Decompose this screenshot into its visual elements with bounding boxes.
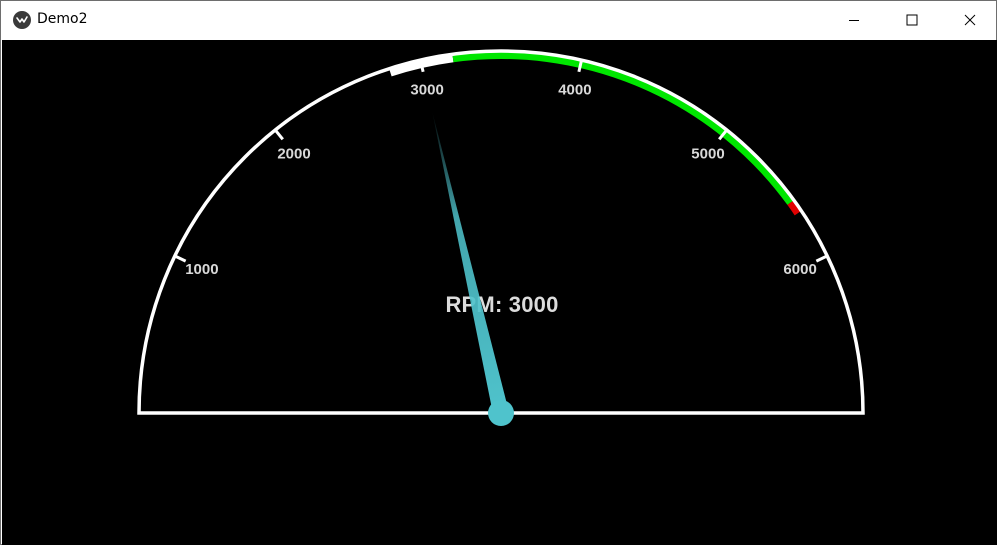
tick-label-2000: 2000 [277,145,310,162]
gauge-range-1 [452,51,794,205]
tick-mark-3000 [419,60,425,73]
tick-label-6000: 6000 [783,261,816,278]
minimize-icon [849,20,859,21]
kivy-icon [13,11,31,29]
tick-label-3000: 3000 [410,81,443,98]
rpm-gauge: 1000 2000 3000 4000 5000 6000 [137,49,865,415]
tick-mark-4000 [577,60,583,73]
tick-label-5000: 5000 [691,145,724,162]
maximize-button[interactable] [883,1,941,39]
minimize-button[interactable] [825,1,883,39]
tick-mark-1000 [175,255,187,263]
tick-mark-6000 [815,255,827,263]
window-title: Demo2 [37,11,88,27]
close-button[interactable] [941,1,997,39]
title-bar[interactable]: Demo2 [1,1,996,39]
gauge-ticks: 1000 2000 3000 4000 5000 6000 [175,60,827,278]
tick-label-1000: 1000 [185,261,218,278]
gauge-ranges [389,51,802,216]
tick-label-4000: 4000 [558,81,591,98]
close-icon [964,14,976,26]
rpm-readout: RPM: 3000 [445,292,559,317]
gauge-canvas: 1000 2000 3000 4000 5000 6000 RPM: 3000 [2,40,997,545]
maximize-icon [906,14,918,26]
gauge-range-2 [787,200,802,216]
tick-mark-2000 [274,129,284,141]
tick-mark-5000 [718,129,728,141]
gauge-outline [137,49,865,415]
